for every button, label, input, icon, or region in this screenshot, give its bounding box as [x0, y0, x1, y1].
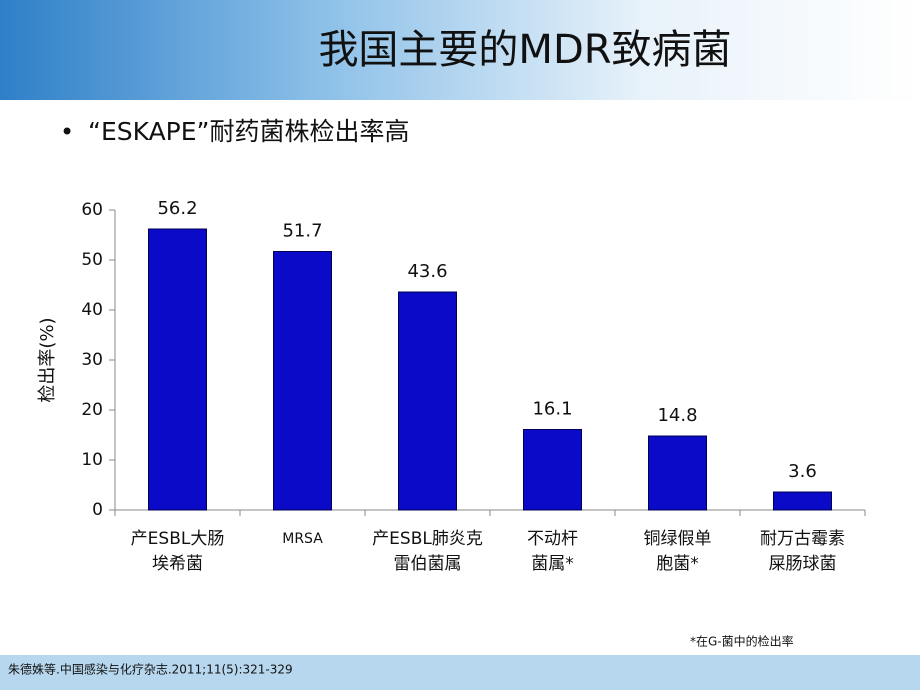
x-tick-label: 产ESBL大肠 [131, 529, 225, 549]
y-axis-title: 检出率(%) [37, 317, 58, 402]
y-tick-label: 0 [92, 500, 103, 520]
y-tick-label: 60 [81, 200, 103, 220]
y-tick-label: 10 [81, 450, 103, 470]
value-label: 14.8 [657, 405, 697, 426]
bullet-text: “ESKAPE”耐药菌株检出率高 [88, 117, 410, 146]
y-tick-label: 50 [81, 250, 103, 270]
y-tick-label: 30 [81, 350, 103, 370]
y-tick-label: 40 [81, 300, 103, 320]
x-tick-label: 不动杆 [527, 529, 578, 549]
bar [773, 491, 832, 511]
footnote: *在G-菌中的检出率 [690, 634, 794, 649]
bar [523, 429, 582, 511]
value-label: 43.6 [407, 261, 447, 282]
bullet-dot: • [60, 118, 74, 146]
bar [648, 435, 707, 511]
header-band [0, 0, 920, 100]
value-label: 51.7 [282, 221, 322, 242]
x-tick-label: 屎肠球菌 [769, 554, 837, 574]
x-tick-label: 菌属* [531, 554, 574, 574]
value-label: 16.1 [532, 399, 572, 420]
value-label: 3.6 [788, 461, 817, 482]
value-label: 56.2 [157, 198, 197, 219]
x-tick-label: 胞菌* [656, 554, 699, 574]
x-tick-label: 铜绿假单 [644, 529, 712, 549]
slide-title: 我国主要的MDR致病菌 [318, 27, 731, 73]
x-tick-label: MRSA [282, 531, 323, 547]
x-tick-label: 埃希菌 [152, 554, 203, 574]
bar [273, 251, 332, 511]
x-tick-label: 雷伯菌属 [394, 554, 462, 574]
citation: 朱德姝等.中国感染与化疗杂志.2011;11(5):321-329 [8, 662, 293, 677]
bar [398, 291, 457, 511]
bar [148, 228, 207, 511]
footer-band [0, 655, 920, 690]
x-tick-label: 耐万古霉素 [760, 529, 845, 549]
y-tick-label: 20 [81, 400, 103, 420]
x-tick-label: 产ESBL肺炎克 [372, 529, 483, 549]
